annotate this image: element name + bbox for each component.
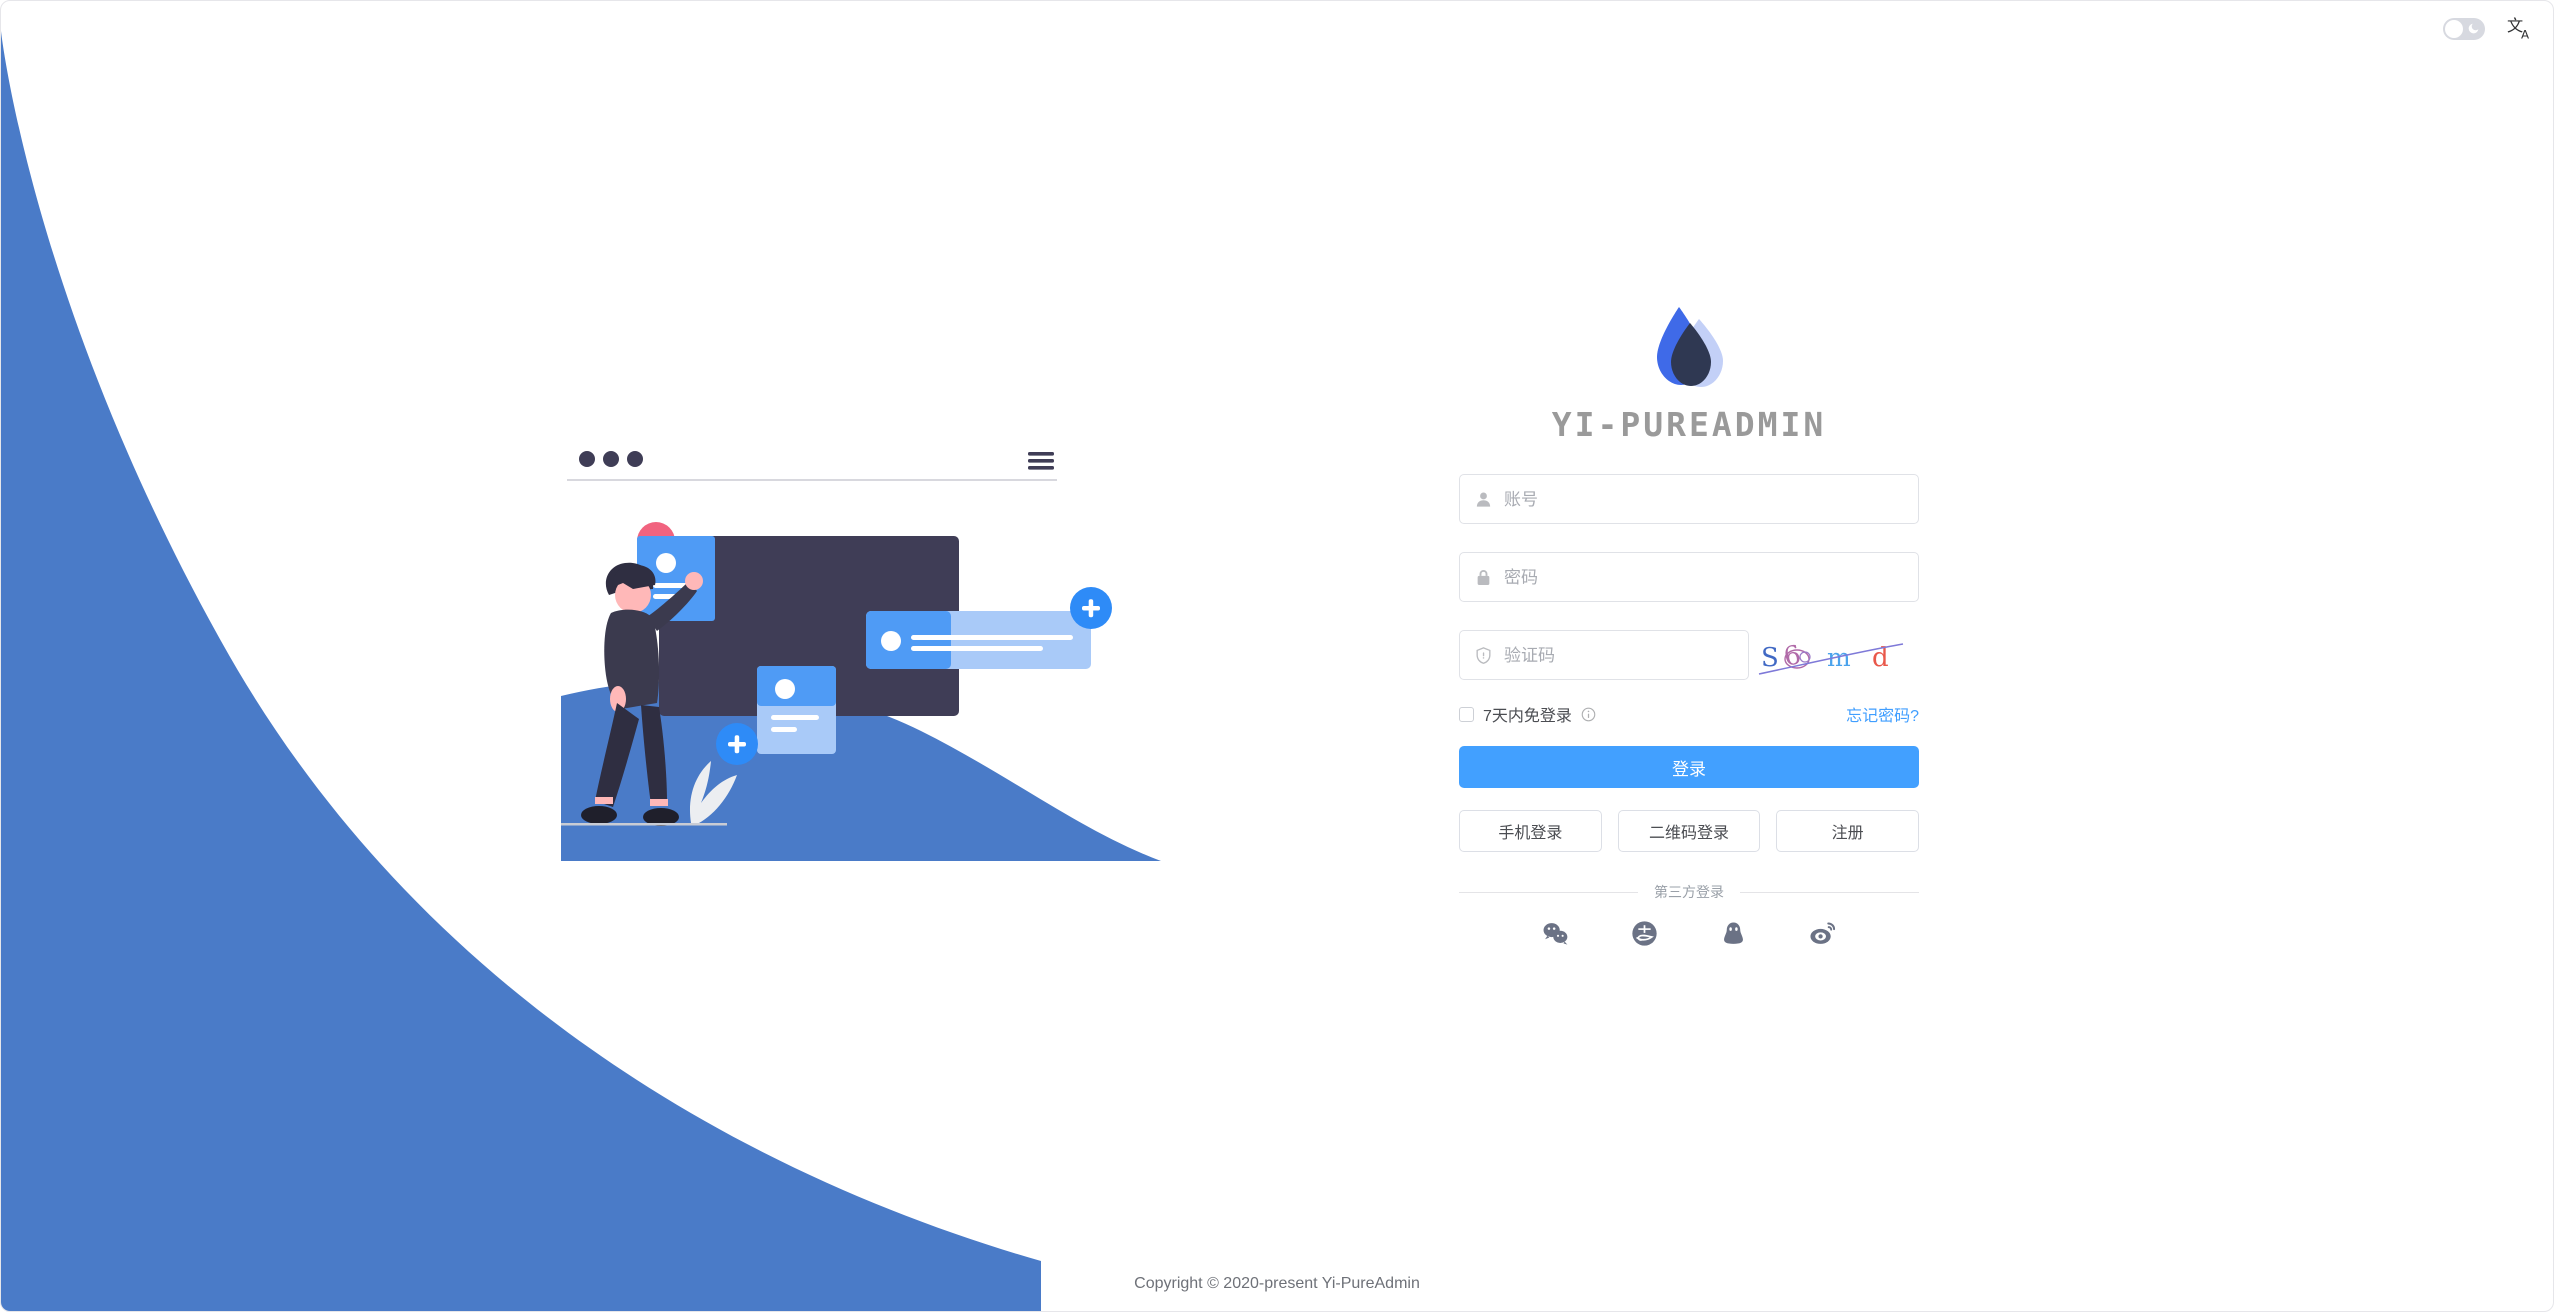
background-wave [1, 31, 1041, 1311]
topbar-controls: 文 A [2443, 15, 2535, 43]
illustration-browser-bar [567, 451, 1057, 481]
captcha-row: 验证码 S 6 m d [1459, 630, 1919, 680]
captcha-glyphs: S 6 m d [1758, 640, 1904, 675]
qrcode-login-button[interactable]: 二维码登录 [1617, 810, 1761, 852]
remember-checkbox[interactable] [1459, 706, 1474, 722]
register-button[interactable]: 注册 [1776, 810, 1920, 852]
user-icon [1476, 492, 1491, 507]
illustration-card-right [866, 587, 1112, 669]
illustration-card-bottom [716, 666, 836, 765]
phone-login-button[interactable]: 手机登录 [1459, 810, 1602, 852]
password-field[interactable]: 密码 [1459, 552, 1919, 602]
alt-login-buttons: 手机登录 二维码登录 注册 [1459, 810, 1920, 852]
remember-checkbox-group[interactable]: 7天内免登录 [1459, 702, 1596, 726]
svg-text:A: A [2521, 28, 2529, 42]
password-placeholder: 密码 [1504, 567, 1538, 587]
svg-text:m: m [1827, 643, 1851, 672]
illustration-plant [689, 761, 737, 825]
login-illustration [561, 451, 1161, 861]
shield-icon [1476, 646, 1491, 664]
dark-mode-toggle[interactable] [2443, 18, 2485, 40]
options-row: 7天内免登录 忘记密码? [1459, 702, 1919, 726]
lock-icon [1477, 569, 1490, 585]
third-party-label: 第三方登录 [1654, 884, 1724, 900]
toggle-knob [2445, 20, 2463, 38]
forgot-password-link[interactable]: 忘记密码? [1846, 708, 1919, 725]
divider-line-left [1459, 891, 1638, 893]
login-button[interactable]: 登录 [1459, 746, 1919, 788]
svg-text:文: 文 [2507, 16, 2523, 35]
footer-copyright: Copyright © 2020-present Yi-PureAdmin [1134, 1275, 1420, 1292]
weibo-icon[interactable] [1809, 920, 1836, 947]
svg-text:d: d [1872, 643, 1889, 673]
moon-icon [2468, 23, 2479, 34]
water-drop-logo [1657, 307, 1723, 387]
brand-logo-wrap [1459, 301, 1919, 397]
third-party-divider: 第三方登录 [1459, 882, 1919, 902]
login-panel: YI-PUREADMIN 账号 密码 [1459, 301, 1920, 947]
page-title: YI-PUREADMIN [1551, 405, 1827, 444]
svg-text:S: S [1761, 643, 1779, 673]
username-placeholder: 账号 [1504, 489, 1538, 509]
third-party-icons [1459, 920, 1919, 947]
divider-line-right [1740, 891, 1919, 893]
remember-label: 7天内免登录 [1483, 708, 1572, 725]
translate-icon[interactable]: 文 A [2507, 15, 2535, 43]
captcha-field[interactable]: 验证码 [1459, 630, 1749, 680]
qq-icon[interactable] [1720, 920, 1747, 947]
info-circle-icon[interactable] [1581, 707, 1596, 722]
wechat-icon[interactable] [1542, 920, 1569, 947]
captcha-image[interactable]: S 6 m d [1757, 630, 1907, 680]
username-field[interactable]: 账号 [1459, 474, 1919, 524]
captcha-placeholder: 验证码 [1504, 645, 1555, 665]
illustration-person [581, 562, 703, 826]
alipay-icon[interactable] [1631, 920, 1658, 947]
